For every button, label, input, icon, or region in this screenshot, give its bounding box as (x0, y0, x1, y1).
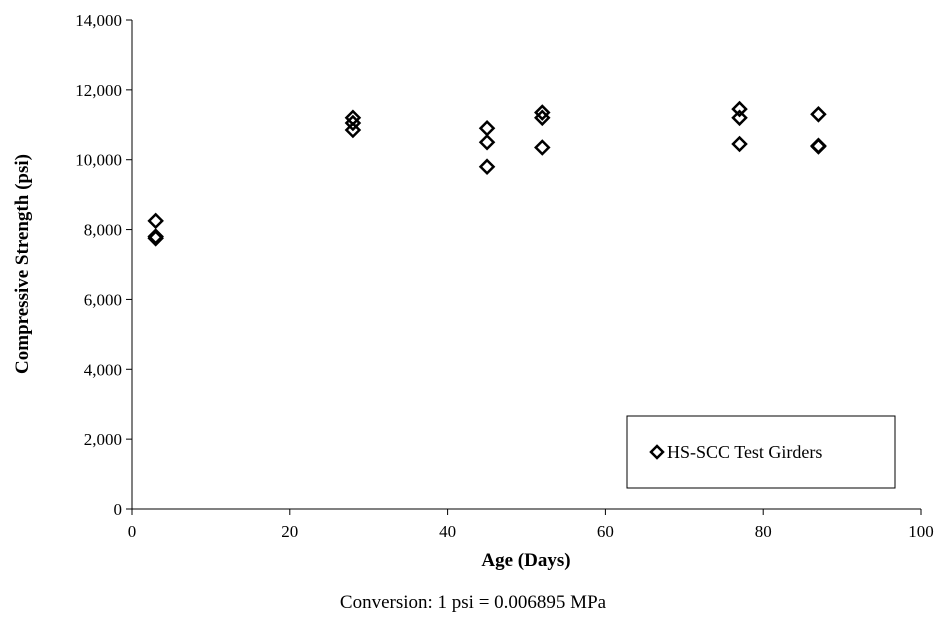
x-tick-label: 20 (281, 522, 298, 541)
data-point-diamond (534, 104, 551, 121)
legend-marker-diamond-icon (649, 444, 665, 460)
data-point-diamond (534, 139, 551, 156)
y-tick-label: 12,000 (75, 81, 122, 100)
y-tick-label: 6,000 (84, 290, 122, 309)
x-axis-ticks: 0 20 40 60 80 100 (128, 509, 934, 541)
data-point-diamond (731, 100, 748, 118)
plot-area (131, 20, 921, 510)
x-tick-label: 40 (439, 522, 456, 541)
data-points (147, 100, 827, 247)
data-point-diamond (478, 158, 496, 175)
y-tick-label: 10,000 (75, 151, 122, 170)
y-axis-title: Compressive Strength (psi) (12, 154, 33, 374)
legend-label: HS-SCC Test Girders (667, 442, 822, 462)
x-tick-label: 60 (597, 522, 614, 541)
y-tick-label: 2,000 (84, 430, 122, 449)
y-tick-label: 14,000 (75, 11, 122, 30)
y-tick-label: 8,000 (84, 221, 122, 240)
data-point-diamond (478, 133, 496, 151)
y-tick-label: 4,000 (84, 360, 122, 379)
x-axis-title: Age (Days) (481, 550, 570, 571)
data-point-diamond (344, 121, 362, 139)
y-tick-label: 0 (114, 500, 123, 519)
data-point-diamond (147, 212, 164, 230)
y-axis-ticks: 0 2,000 4,000 6,000 8,000 10,000 12,000 14,000 (75, 11, 132, 519)
scatter-chart: 02,0004,0006,0008,00010,00012,00014,000 … (12, 11, 934, 571)
data-point-diamond (534, 109, 551, 127)
x-tick-label: 0 (128, 522, 137, 541)
x-tick-label: 80 (755, 522, 772, 541)
data-point-diamond (147, 230, 164, 247)
data-point-diamond (810, 106, 827, 123)
data-point-diamond (810, 138, 827, 155)
data-point-diamond (478, 120, 496, 137)
data-point-diamond (731, 109, 748, 127)
data-point-diamond (731, 135, 748, 153)
legend-box (626, 415, 896, 489)
x-tick-label: 100 (908, 522, 934, 541)
legend: HS-SCC Test Girders (626, 415, 896, 489)
conversion-note: Conversion: 1 psi = 0.006895 MPa (339, 592, 607, 613)
data-point-diamond (344, 114, 362, 132)
